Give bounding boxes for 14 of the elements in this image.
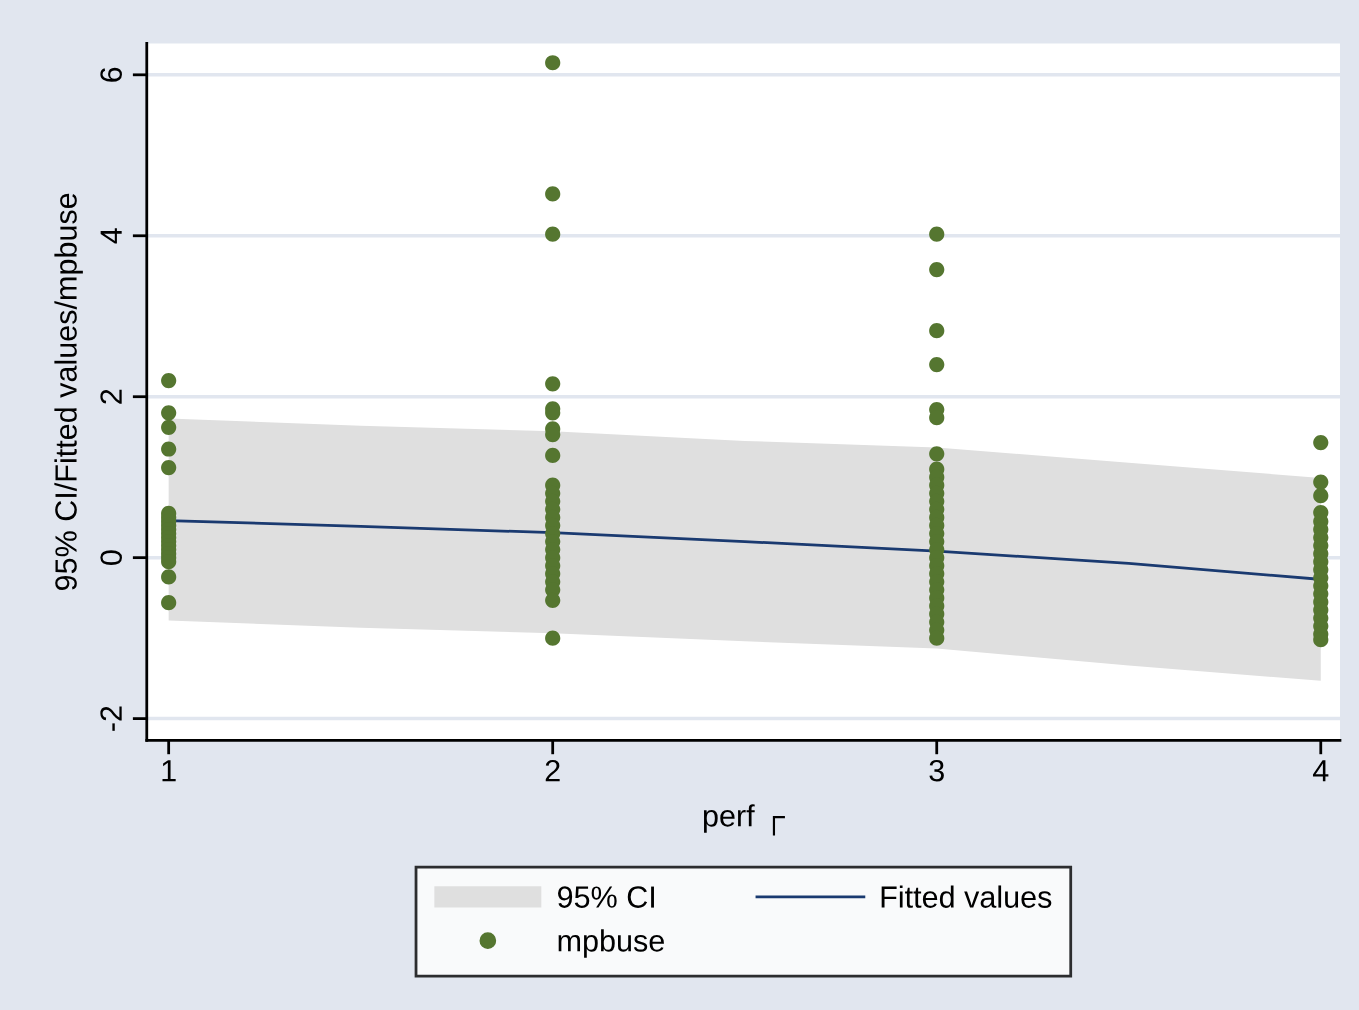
x-axis-title: perf ┌ xyxy=(703,804,785,836)
legend-label: mpbuse xyxy=(558,929,664,958)
y-tick-label: 6 xyxy=(100,67,122,82)
x-tick-label: 4 xyxy=(1312,760,1329,782)
x-tick-label: 3 xyxy=(929,759,944,782)
y-tick-label: -2 xyxy=(100,706,122,731)
x-tick-label: 2 xyxy=(545,759,560,782)
legend-label: Fitted values xyxy=(881,885,1052,908)
y-tick-label: 0 xyxy=(100,550,122,565)
y-tick-label: 2 xyxy=(100,389,122,404)
y-axis-title: 95% CI/Fitted values/mpbuse xyxy=(54,193,83,590)
x-tick-label: 1 xyxy=(162,760,176,782)
y-tick-label: 4 xyxy=(100,228,122,244)
text: 95% CI xyxy=(558,886,654,908)
